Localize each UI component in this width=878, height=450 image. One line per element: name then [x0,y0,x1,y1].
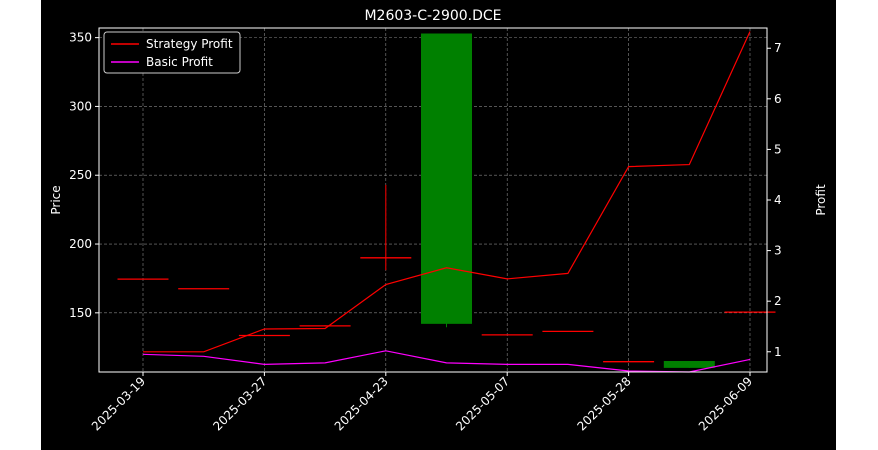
right-tick-label-2: 3 [774,244,782,258]
left-axis-label: Price [49,185,63,214]
right-tick-label-5: 6 [774,92,782,106]
grid-lines [99,28,767,372]
candle-body-9 [663,360,715,368]
right-tick-label-6: 7 [774,41,782,55]
left-tick-label-0: 150 [69,306,92,320]
chart-title: M2603-C-2900.DCE [364,8,501,24]
legend-label-strategy: Strategy Profit [146,37,233,51]
profit-lines [142,31,751,373]
right-tick-label-4: 5 [774,142,782,156]
right-tick-label-0: 1 [774,345,782,359]
legend: Strategy Profit Basic Profit [103,31,241,74]
candlestick-series [117,33,776,368]
right-y-axis: 1 2 3 4 5 6 7 [767,41,782,359]
series-line-1 [142,350,751,373]
left-tick-label-3: 300 [69,99,92,113]
right-tick-label-1: 2 [774,294,782,308]
left-y-axis: 150 200 250 300 350 [69,31,99,320]
left-tick-label-2: 250 [69,168,92,182]
left-tick-label-4: 350 [69,31,92,45]
right-tick-label-3: 4 [774,193,782,207]
right-axis-label: Profit [814,184,828,216]
series-line-0 [143,31,751,353]
candle-body-5 [421,33,472,324]
legend-label-basic: Basic Profit [146,55,213,69]
left-tick-label-1: 200 [69,237,92,251]
